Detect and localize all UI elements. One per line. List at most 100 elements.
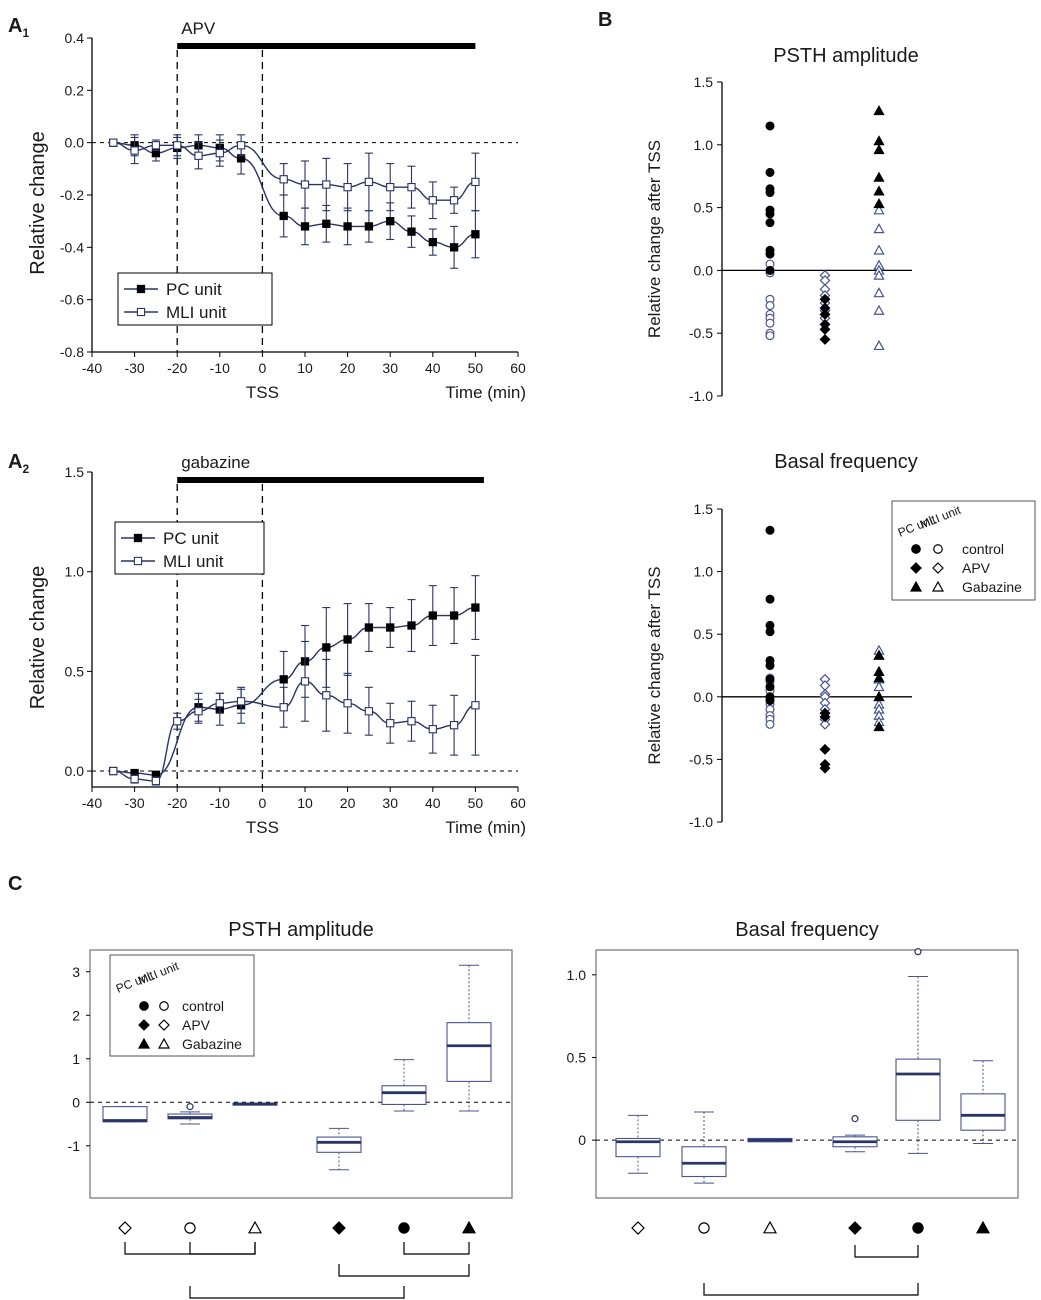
significance-bracket [124, 1242, 256, 1255]
chart-c-basal-frequency: Basal frequency 0 0.5 1.0 [567, 919, 1019, 1296]
outlier-point [914, 948, 922, 956]
x-tick-label: 0 [259, 795, 267, 811]
x-tick-label: -20 [167, 795, 187, 811]
legend-box [109, 954, 255, 1057]
y-tick-label: 1.5 [65, 464, 85, 480]
data-point-mli [300, 180, 310, 189]
point-gabazine-mli [873, 680, 885, 692]
x-tick-label: -10 [210, 360, 230, 376]
data-point-mli [449, 196, 459, 205]
category-marker [184, 1222, 196, 1234]
plot-frame [595, 949, 1019, 1199]
significance-bracket [338, 1264, 470, 1277]
y-tick-label: 1.0 [694, 137, 714, 153]
legend-marker-pc [909, 580, 923, 592]
point-gabazine-pc [873, 649, 885, 660]
point-control-mli [765, 719, 775, 729]
x-tick-label: 50 [468, 795, 484, 811]
x-axis-label: Time (min) [445, 383, 526, 402]
tss-label: TSS [246, 818, 279, 837]
significance-bracket [854, 1245, 919, 1258]
point-control-pc [765, 674, 775, 684]
legend-box [117, 272, 273, 326]
data-point-mli [236, 697, 246, 706]
chart-title: Basal frequency [735, 919, 878, 941]
panel-label-a1: A1 [8, 15, 29, 40]
plot-frame [89, 949, 513, 1199]
category-marker [762, 1220, 778, 1234]
data-point-mli [151, 141, 161, 150]
legend-marker-mli [159, 1001, 169, 1011]
legend-label: control [962, 541, 1004, 557]
x-axis-label: Time (min) [445, 818, 526, 837]
data-point-mli [322, 691, 331, 700]
drug-bar-label: gabazine [181, 453, 250, 472]
point-gabazine-pc [873, 197, 885, 209]
legend-marker-mli [932, 562, 944, 574]
point-apv-pc [819, 711, 831, 723]
point-gabazine-pc [873, 721, 885, 732]
box [960, 1093, 1006, 1131]
box [316, 1136, 362, 1153]
box [381, 1085, 427, 1106]
data-point-pc [364, 623, 374, 632]
y-tick-label: -1.0 [689, 388, 713, 404]
y-tick-label: 0.0 [694, 262, 714, 278]
legend-label: APV [962, 560, 991, 576]
chart-title: PSTH amplitude [228, 919, 374, 941]
point-gabazine-mli [873, 287, 885, 298]
legend-label: PC unit [166, 280, 222, 299]
y-tick-label: -0.5 [689, 325, 713, 341]
data-point-mli [194, 151, 203, 160]
legend-marker-mli [933, 544, 943, 554]
data-point-mli [407, 183, 416, 192]
legend-marker-mli [158, 1019, 170, 1031]
y-tick-label: 1.0 [567, 967, 587, 983]
box [895, 1058, 941, 1121]
legend-marker-pc [910, 562, 922, 574]
panel-label-a2-sub: 2 [22, 462, 29, 476]
x-tick-label: -20 [167, 360, 187, 376]
y-tick-label: 1 [72, 1051, 80, 1067]
y-axis-label: Relative change [27, 131, 49, 274]
series-line-pc [113, 141, 476, 249]
y-tick-label: 0.0 [65, 763, 85, 779]
point-gabazine-pc [873, 143, 885, 155]
data-point-mli [343, 699, 352, 708]
data-point-pc [471, 603, 480, 612]
data-point-mli [343, 183, 352, 192]
chart-a2-gabazine: gabazine -40 -30 -20 -10 0 10 20 30 40 50 60 0.0 0.5 1… [27, 453, 526, 837]
point-control-pc [765, 121, 775, 131]
data-point-mli [173, 717, 182, 726]
chart-b-psth-amplitude: PSTH amplitude -1.0 -0.5 0.0 0.5 1.0 1.5 Relati… [645, 45, 919, 404]
data-point-mli [215, 148, 224, 158]
y-tick-label: 0.4 [65, 30, 85, 46]
category-marker [631, 1221, 645, 1235]
y-tick-label: 0.5 [65, 663, 85, 679]
data-point-mli [215, 699, 224, 708]
y-tick-label: -0.5 [689, 751, 713, 767]
category-marker [247, 1220, 263, 1234]
data-point-mli [173, 141, 182, 150]
data-point-mli [279, 175, 288, 184]
x-tick-label: -40 [82, 795, 102, 811]
point-gabazine-mli [873, 304, 885, 315]
data-point-pc [300, 222, 310, 231]
point-gabazine-mli [873, 223, 885, 234]
legend-box [114, 521, 265, 575]
legend-marker [133, 533, 143, 543]
chart-a1-apv: APV -40 -30 -20 -10 0 10 20 30 40 50 60 -0.8 -0.6 -0.4… [27, 19, 526, 402]
panel-label-b: B [598, 9, 612, 31]
significance-bracket [189, 1286, 405, 1299]
data-point-pc [322, 219, 331, 228]
data-point-pc [343, 222, 352, 231]
y-axis-label: Relative change after TSS [645, 140, 664, 338]
legend-label: MLI unit [166, 303, 227, 322]
data-point-mli [109, 138, 118, 147]
box [681, 1146, 727, 1178]
chart-title: PSTH amplitude [773, 45, 919, 67]
data-point-pc [407, 227, 416, 236]
point-apv-mli [819, 718, 831, 730]
y-tick-label: 1.0 [694, 564, 714, 580]
drug-bar-label: APV [181, 19, 216, 38]
